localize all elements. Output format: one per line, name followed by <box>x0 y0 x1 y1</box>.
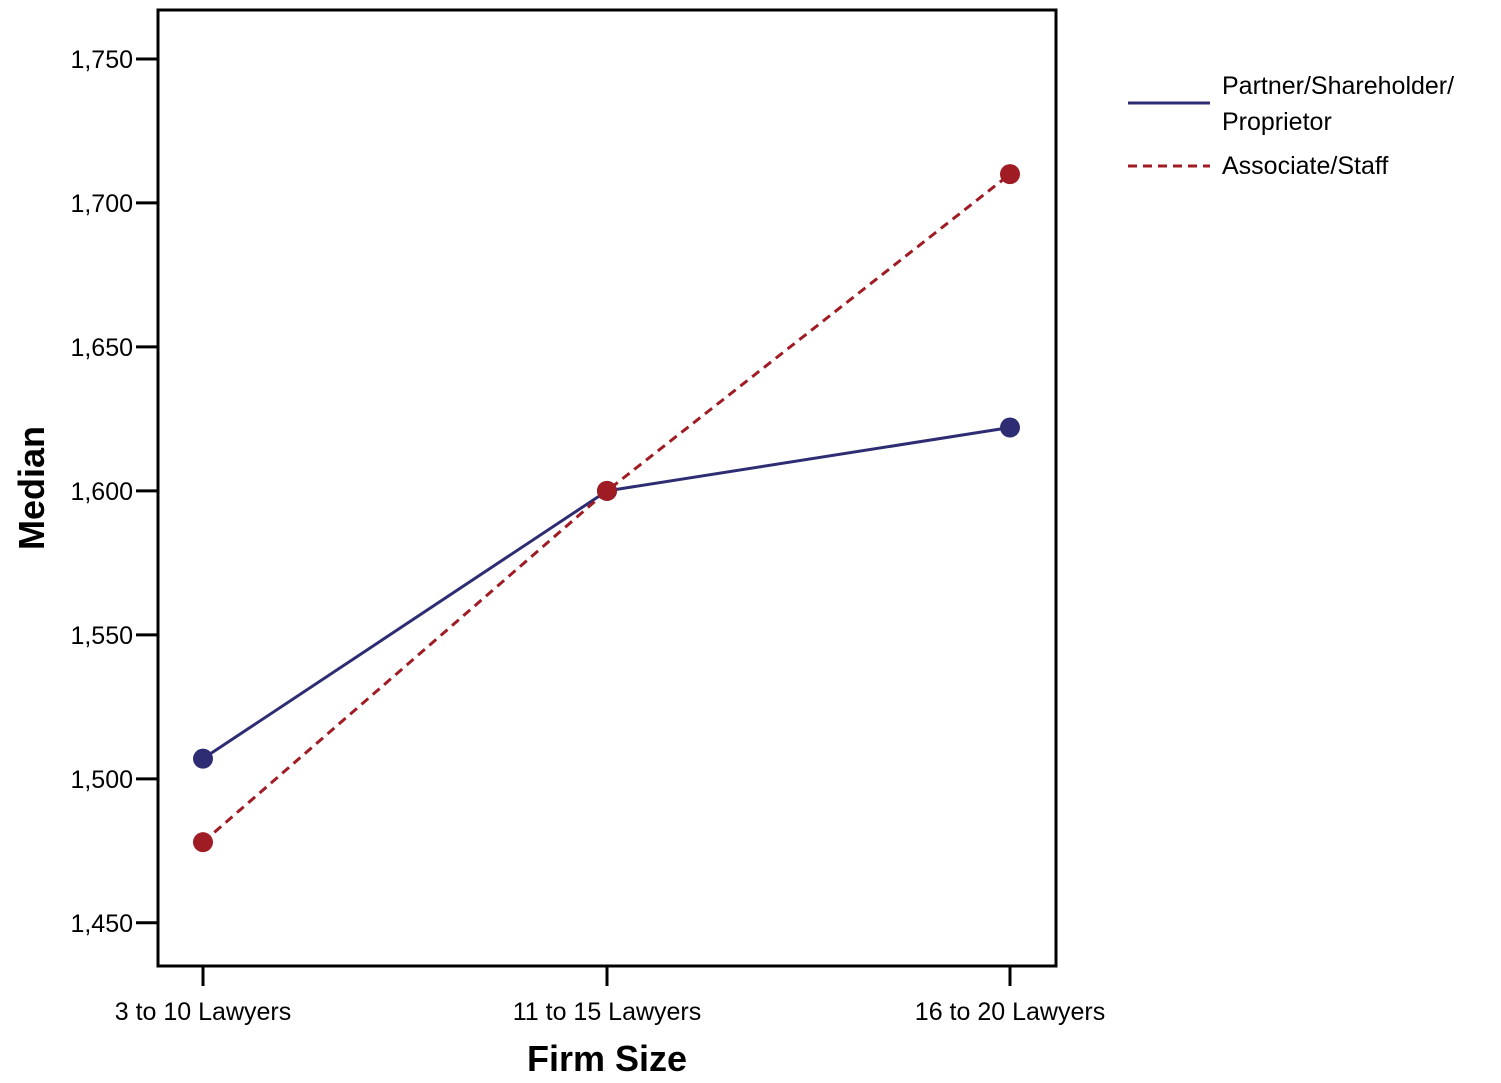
series-line-0 <box>202 426 1011 760</box>
y-axis-title: Median <box>11 426 52 550</box>
data-point-series-1 <box>597 480 617 501</box>
data-point-series-0 <box>1000 417 1020 438</box>
y-tick-label: 1,600 <box>70 478 133 506</box>
y-tick-label: 1,750 <box>70 46 133 74</box>
data-point-series-1 <box>193 832 213 853</box>
y-tick-label: 1,500 <box>70 766 133 794</box>
x-tick-label: 16 to 20 Lawyers <box>915 998 1105 1026</box>
data-point-series-1 <box>1000 164 1020 185</box>
y-axis: 1,450 1,500 1,550 1,600 1,650 1,700 1,750 <box>70 46 158 938</box>
legend-label: Partner/Shareholder/ <box>1222 72 1454 100</box>
y-tick-label: 1,650 <box>70 334 133 362</box>
x-tick-label: 3 to 10 Lawyers <box>115 998 292 1026</box>
data-point-series-0 <box>193 748 213 769</box>
x-axis: 3 to 10 Lawyers 11 to 15 Lawyers 16 to 20 … <box>115 966 1105 1026</box>
y-tick-label: 1,550 <box>70 622 133 650</box>
legend: Partner/Shareholder/Proprietor Associate/… <box>1128 72 1454 180</box>
legend-label: Associate/Staff <box>1222 152 1388 180</box>
x-axis-title: Firm Size <box>527 1038 687 1078</box>
legend-label: Proprietor <box>1222 108 1332 136</box>
x-tick-label: 11 to 15 Lawyers <box>513 998 702 1026</box>
series-line-1 <box>202 172 1011 844</box>
series-layer <box>193 164 1020 853</box>
y-tick-label: 1,700 <box>70 190 133 218</box>
y-tick-label: 1,450 <box>70 910 133 938</box>
